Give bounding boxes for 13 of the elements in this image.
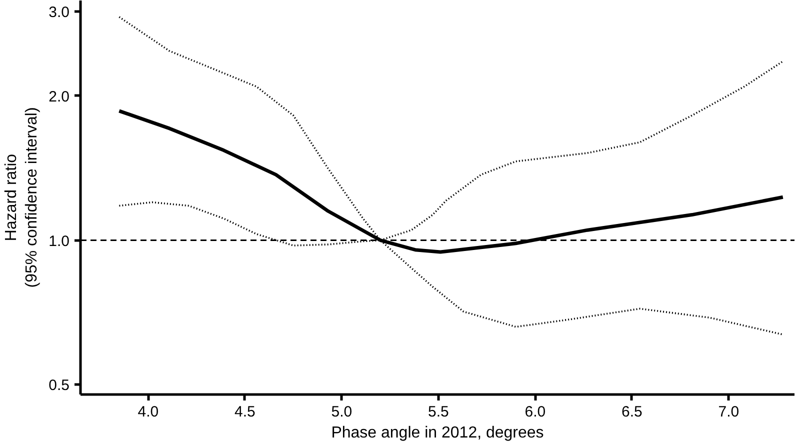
y-tick-label: 3.0 [48, 4, 70, 21]
x-tick-label: 4.5 [234, 404, 256, 420]
y-tick-label: 2.0 [48, 88, 70, 106]
x-tick-label: 6.0 [524, 404, 546, 420]
x-tick-label: 4.0 [138, 404, 159, 420]
y-axis-title: Hazard ratio (95% confidence interval) [3, 107, 41, 288]
x-tick-label: 5.5 [428, 404, 449, 420]
x-tick-label: 5.0 [331, 404, 352, 420]
y-tick-label: 0.5 [48, 377, 70, 394]
x-tick-label: 7.0 [718, 404, 740, 420]
x-tick-label: 6.5 [622, 404, 642, 420]
y-tick-label: 1.0 [48, 232, 70, 250]
x-axis-title: Phase angle in 2012, degrees [331, 424, 544, 442]
